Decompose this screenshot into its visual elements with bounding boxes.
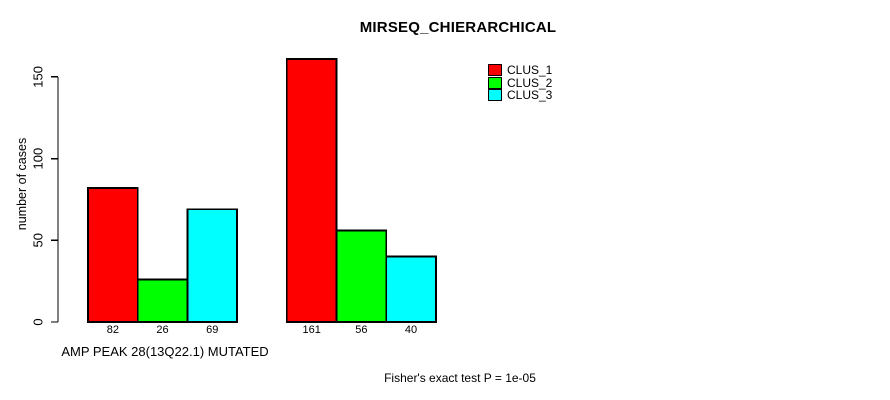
bar-clus_1-group2	[285, 58, 338, 323]
bar-clus_2-group2	[335, 229, 388, 323]
bar-clus_1-group1	[87, 187, 139, 323]
legend: CLUS_1 CLUS_2 CLUS_3	[488, 64, 552, 101]
bar-value-label: 69	[206, 324, 218, 336]
y-axis-tick-label: 150	[31, 66, 46, 88]
bar-value-label: 40	[405, 324, 417, 336]
y-axis-tick-label: 0	[31, 318, 46, 325]
legend-label: CLUS_3	[507, 87, 553, 102]
chart-title: MIRSEQ_CHIERARCHICAL	[359, 19, 557, 36]
y-axis-tick-label: 50	[31, 233, 46, 247]
legend-color-swatch	[488, 76, 502, 89]
bar-value-label: 82	[107, 324, 119, 336]
bar-clus_2-group1	[136, 278, 189, 323]
legend-item-clus_1: CLUS_1	[488, 63, 553, 78]
legend-color-swatch	[488, 88, 502, 101]
bar-clus_3-group1	[186, 208, 238, 323]
legend-item-clus_2: CLUS_2	[488, 75, 553, 90]
legend-color-swatch	[488, 64, 502, 77]
x-axis-group-label: AMP PEAK 28(13Q22.1) MUTATED	[61, 344, 269, 359]
bar-value-label: 26	[156, 324, 168, 336]
legend-label: CLUS_1	[507, 63, 553, 78]
bar-clus_3-group2	[385, 255, 437, 323]
y-axis-tick-label: 100	[31, 148, 46, 170]
legend-label: CLUS_2	[507, 75, 553, 90]
bar-value-label: 161	[302, 324, 320, 336]
fisher-test-annotation: Fisher's exact test P = 1e-05	[384, 371, 536, 385]
legend-item-clus_3: CLUS_3	[488, 87, 553, 102]
bar-value-label: 56	[355, 324, 367, 336]
